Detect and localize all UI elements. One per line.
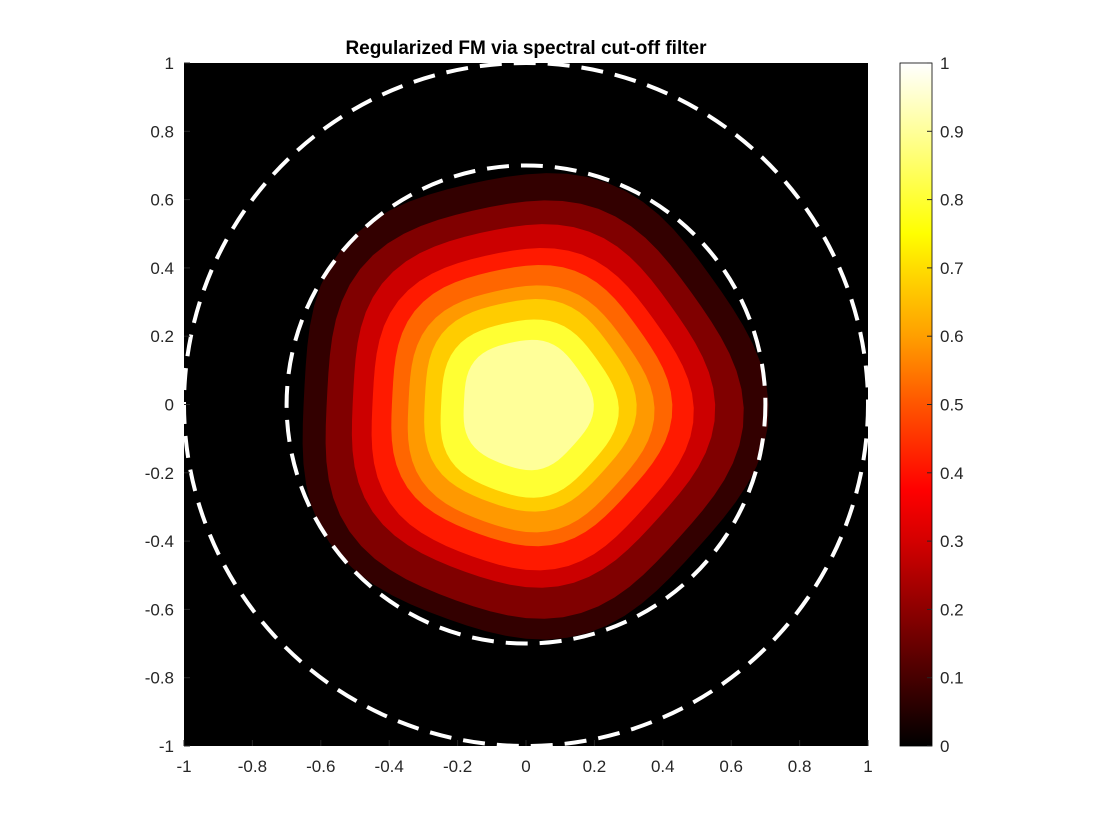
boundary-circle xyxy=(284,163,768,646)
x-tick-label: -1 xyxy=(176,757,191,776)
y-axis-ticks: 1 0.8 0.6 0.4 0.2 0 -0.2 -0.4 -0.6 -0.8 -1 xyxy=(145,54,190,756)
y-tick-label: 0.4 xyxy=(150,259,174,278)
plot-axes: -1 -0.8 -0.6 -0.4 -0.2 0 0.2 0.4 0.6 0.8 1 1 0.8 0.6… xyxy=(145,54,873,776)
x-tick-label: -0.8 xyxy=(238,757,267,776)
chart-title: Regularized FM via spectral cut-off filt… xyxy=(345,38,707,59)
y-tick-label: -0.8 xyxy=(145,669,174,688)
colorbar-tick-label: 0.4 xyxy=(940,464,964,483)
y-tick-label: -0.2 xyxy=(145,464,174,483)
contour-band xyxy=(463,339,594,471)
colorbar-tick-label: 0.9 xyxy=(940,122,964,141)
x-axis-ticks: -1 -0.8 -0.6 -0.4 -0.2 0 0.2 0.4 0.6 0.8 1 xyxy=(176,740,873,776)
colorbar-tick-label: 0.5 xyxy=(940,396,964,415)
colorbar-tick-label: 1 xyxy=(940,54,949,73)
x-tick-label: 0.6 xyxy=(719,757,743,776)
colorbar-tick-label: 0.2 xyxy=(940,600,964,619)
y-tick-label: -0.4 xyxy=(145,532,174,551)
x-tick-label: -0.6 xyxy=(306,757,335,776)
y-tick-label: -0.6 xyxy=(145,600,174,619)
colorbar: 0 0.1 0.2 0.3 0.4 0.5 0.6 0.7 0.8 0.9 1 xyxy=(899,54,964,756)
y-tick-label: 0.6 xyxy=(150,191,174,210)
x-tick-label: 0.8 xyxy=(788,757,812,776)
y-tick-label: 0.8 xyxy=(150,122,174,141)
colorbar-tick-label: 0.7 xyxy=(940,259,964,278)
colorbar-tick-label: 0.3 xyxy=(940,532,964,551)
colorbar-tick-label: 0.8 xyxy=(940,191,964,210)
x-tick-label: -0.4 xyxy=(375,757,404,776)
x-tick-label: -0.2 xyxy=(443,757,472,776)
contour-fills xyxy=(302,173,769,640)
y-tick-label: 0 xyxy=(165,396,174,415)
colorbar-tick-label: 0 xyxy=(940,737,949,756)
y-tick-label: -1 xyxy=(159,737,174,756)
y-tick-label: 1 xyxy=(165,54,174,73)
x-tick-label: 1 xyxy=(863,757,872,776)
x-tick-label: 0.4 xyxy=(651,757,675,776)
x-tick-label: 0.2 xyxy=(583,757,607,776)
boundary-circles xyxy=(184,63,868,746)
colorbar-ticks: 0 0.1 0.2 0.3 0.4 0.5 0.6 0.7 0.8 0.9 1 xyxy=(927,54,964,756)
x-tick-label: 0 xyxy=(521,757,530,776)
y-tick-label: 0.2 xyxy=(150,327,174,346)
colorbar-tick-label: 0.6 xyxy=(940,327,964,346)
colorbar-gradient xyxy=(899,62,933,747)
colorbar-tick-label: 0.1 xyxy=(940,669,964,688)
